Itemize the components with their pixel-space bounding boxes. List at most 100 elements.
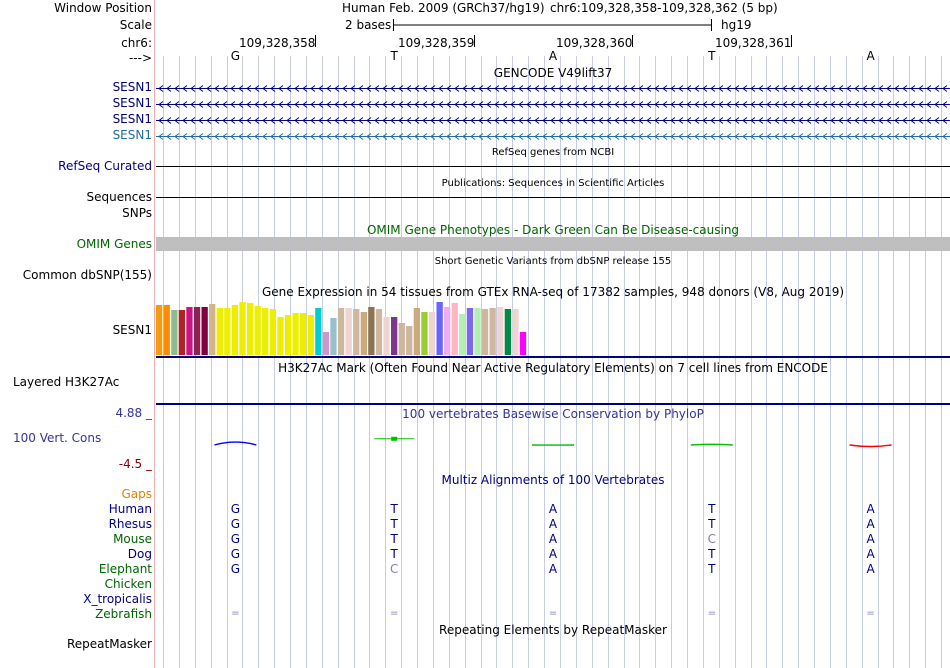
omim-phenotype-bar[interactable] xyxy=(156,237,950,251)
species-label[interactable]: Mouse xyxy=(113,532,152,546)
gtex-tissue-bar[interactable] xyxy=(178,310,185,355)
label-100-vert-cons[interactable]: 100 Vert. Cons xyxy=(13,431,102,445)
label-refseq-curated[interactable]: RefSeq Curated xyxy=(58,159,152,173)
alignment-base[interactable]: A xyxy=(866,547,875,561)
gencode-gene-label[interactable]: SESN1 xyxy=(112,128,152,142)
gtex-tissue-bar[interactable] xyxy=(345,308,352,355)
gtex-tissue-bar[interactable] xyxy=(231,305,239,355)
gencode-transcript-line[interactable] xyxy=(156,85,950,92)
sequence-base[interactable]: A xyxy=(866,49,875,63)
gtex-tissue-bar[interactable] xyxy=(269,309,276,355)
alignment-base[interactable]: T xyxy=(390,517,398,531)
label-omim-genes[interactable]: OMIM Genes xyxy=(76,237,152,251)
gtex-tissue-bar[interactable] xyxy=(224,308,231,355)
gtex-tissue-bar[interactable] xyxy=(368,307,375,355)
label-scale[interactable]: Scale xyxy=(119,18,152,32)
label-direction[interactable]: ---> xyxy=(128,51,152,65)
gtex-tissue-bar[interactable] xyxy=(277,317,284,355)
gtex-tissue-bar[interactable] xyxy=(353,309,360,355)
gtex-bar-chart[interactable] xyxy=(156,300,950,358)
gtex-tissue-bar[interactable] xyxy=(163,305,170,355)
sequence-base[interactable]: T xyxy=(390,49,398,63)
alignment-base[interactable]: = xyxy=(707,608,716,619)
alignment-base[interactable]: A xyxy=(548,517,558,531)
alignment-base[interactable]: = xyxy=(548,608,558,619)
alignment-base[interactable]: G xyxy=(230,547,241,561)
sequence-base[interactable]: G xyxy=(230,49,241,63)
gtex-tissue-bar[interactable] xyxy=(391,317,398,355)
alignment-base[interactable]: A xyxy=(548,532,558,546)
label-sequences[interactable]: Sequences xyxy=(86,190,152,204)
alignment-base[interactable]: = xyxy=(866,608,875,619)
phylop-track-title[interactable]: 100 vertebrates Basewise Conservation by… xyxy=(402,407,704,421)
gencode-transcript-line[interactable] xyxy=(156,101,950,108)
gtex-tissue-bar[interactable] xyxy=(512,309,519,355)
phylop-score-mark[interactable] xyxy=(849,444,892,448)
publications-track-title[interactable]: Publications: Sequences in Scientific Ar… xyxy=(441,178,665,189)
alignment-base[interactable]: C xyxy=(389,562,399,576)
alignment-base[interactable]: = xyxy=(389,608,399,619)
gencode-gene-label[interactable]: SESN1 xyxy=(112,96,152,110)
gtex-tissue-bar[interactable] xyxy=(383,317,390,355)
phylop-score-mark[interactable] xyxy=(690,443,733,446)
gtex-tissue-bar[interactable] xyxy=(421,312,428,355)
alignment-base[interactable]: T xyxy=(390,502,398,516)
species-label[interactable]: Human xyxy=(108,502,152,516)
gencode-transcript-line[interactable] xyxy=(156,133,950,140)
label-common-dbsnp[interactable]: Common dbSNP(155) xyxy=(22,268,152,282)
alignment-base[interactable]: A xyxy=(548,562,558,576)
refseq-track-title[interactable]: RefSeq genes from NCBI xyxy=(491,147,615,158)
gtex-tissue-bar[interactable] xyxy=(413,308,420,355)
gtex-tissue-bar[interactable] xyxy=(216,308,223,355)
gencode-gene-label[interactable]: SESN1 xyxy=(112,112,152,126)
gtex-tissue-bar[interactable] xyxy=(489,308,496,355)
publications-line[interactable] xyxy=(156,197,950,198)
alignment-base[interactable]: G xyxy=(230,532,241,546)
gtex-tissue-bar[interactable] xyxy=(171,310,178,355)
gtex-tissue-bar[interactable] xyxy=(398,323,405,355)
alignment-base[interactable]: T xyxy=(708,547,716,561)
gencode-track-title[interactable]: GENCODE V49lift37 xyxy=(493,66,613,80)
gtex-tissue-bar[interactable] xyxy=(247,303,254,355)
gencode-transcript-line[interactable] xyxy=(156,117,950,124)
species-label[interactable]: Chicken xyxy=(104,577,152,591)
alignment-base[interactable]: G xyxy=(230,517,241,531)
multiz-track-title[interactable]: Multiz Alignments of 100 Vertebrates xyxy=(441,473,665,487)
alignment-base[interactable]: G xyxy=(230,562,241,576)
gtex-tissue-bar[interactable] xyxy=(209,304,216,355)
gtex-tissue-bar[interactable] xyxy=(451,303,458,355)
sequence-base[interactable]: T xyxy=(708,49,716,63)
phylop-score-mark[interactable] xyxy=(214,441,257,446)
gtex-tissue-bar[interactable] xyxy=(406,326,413,355)
alignment-base[interactable]: A xyxy=(548,547,558,561)
gtex-tissue-bar[interactable] xyxy=(284,315,292,355)
gencode-gene-label[interactable]: SESN1 xyxy=(112,80,152,94)
gtex-tissue-bar[interactable] xyxy=(519,332,527,355)
repeatmasker-track-title[interactable]: Repeating Elements by RepeatMasker xyxy=(439,623,667,637)
gtex-tissue-bar[interactable] xyxy=(186,307,193,355)
alignment-base[interactable]: A xyxy=(866,532,875,546)
gtex-tissue-bar[interactable] xyxy=(337,308,345,355)
gtex-tissue-bar[interactable] xyxy=(497,307,504,355)
gtex-tissue-bar[interactable] xyxy=(193,307,201,355)
gtex-tissue-bar[interactable] xyxy=(292,313,299,355)
gtex-tissue-bar[interactable] xyxy=(360,312,367,355)
alignment-base[interactable]: A xyxy=(866,502,875,516)
omim-track-title[interactable]: OMIM Gene Phenotypes - Dark Green Can Be… xyxy=(366,223,740,237)
gtex-tissue-bar[interactable] xyxy=(300,313,307,355)
label-gaps[interactable]: Gaps xyxy=(121,487,152,501)
alignment-base[interactable]: A xyxy=(866,562,875,576)
alignment-base[interactable]: T xyxy=(708,517,716,531)
sequence-base[interactable]: A xyxy=(548,49,558,63)
alignment-base[interactable]: C xyxy=(707,532,716,546)
gtex-tissue-bar[interactable] xyxy=(330,318,337,355)
gtex-tissue-bar[interactable] xyxy=(254,306,261,355)
h3k27ac-track-title[interactable]: H3K27Ac Mark (Often Found Near Active Re… xyxy=(278,361,828,375)
gtex-tissue-bar[interactable] xyxy=(201,307,208,355)
species-label[interactable]: X_tropicalis xyxy=(83,592,152,606)
gtex-tissue-bar[interactable] xyxy=(428,312,436,355)
label-repeatmasker[interactable]: RepeatMasker xyxy=(66,637,152,651)
gencode-transcripts[interactable] xyxy=(156,80,950,144)
phylop-plot[interactable] xyxy=(156,420,950,470)
alignment-base[interactable]: T xyxy=(708,562,716,576)
